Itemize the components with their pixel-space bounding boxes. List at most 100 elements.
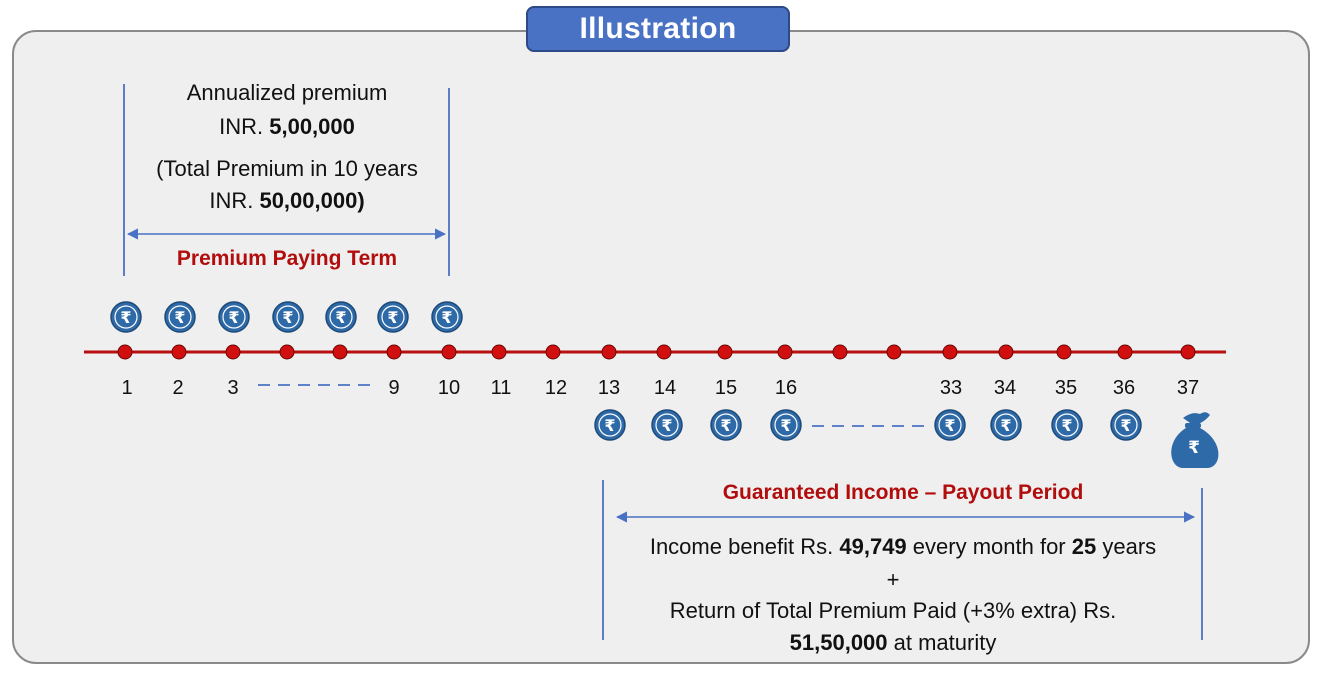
timeline-dot <box>386 344 402 360</box>
maturity-suffix: at maturity <box>887 630 997 655</box>
total-premium-currency-prefix: INR. <box>209 188 260 213</box>
total-premium-label: (Total Premium in 10 years <box>156 156 418 181</box>
premium-paying-term-label: Premium Paying Term <box>176 247 398 270</box>
income-benefit-text: Income benefit Rs. 49,749 every month fo… <box>583 534 1223 560</box>
timeline-dot <box>886 344 902 360</box>
year-label: 15 <box>715 377 737 399</box>
year-label: 2 <box>172 377 183 399</box>
rupee-coin-icon: ₹ <box>1110 409 1142 441</box>
rupee-coin-symbol: ₹ <box>604 416 615 435</box>
rupee-coin-icon: ₹ <box>164 301 196 333</box>
timeline-dot <box>656 344 672 360</box>
maturity-amount-text: 51,50,000 at maturity <box>583 630 1203 656</box>
return-of-premium-text: Return of Total Premium Paid (+3% extra)… <box>669 598 1117 623</box>
rupee-coin-ring <box>276 305 300 329</box>
rupee-coin-ring <box>222 305 246 329</box>
timeline-dot <box>441 344 457 360</box>
year-label: 9 <box>388 377 399 399</box>
year-label: 12 <box>545 377 567 399</box>
year-label: 14 <box>654 377 676 399</box>
year-label: 10 <box>438 377 460 399</box>
annualized-premium-amount: INR. 5,00,000 <box>124 114 450 140</box>
income-benefit-suffix: years <box>1096 534 1157 559</box>
rupee-coin-symbol: ₹ <box>780 416 791 435</box>
annualized-premium-label: Annualized premium <box>186 80 388 105</box>
rupee-coin-icon: ₹ <box>110 301 142 333</box>
rupee-coin-icon: ₹ <box>990 409 1022 441</box>
rupee-coin-ring <box>1055 413 1079 437</box>
year-label: 1 <box>121 377 132 399</box>
year-label: 16 <box>775 377 797 399</box>
money-bag-icon: ₹ <box>1171 412 1219 468</box>
rupee-coin-ring <box>598 413 622 437</box>
rupee-coin-symbol: ₹ <box>944 416 955 435</box>
timeline-dot <box>777 344 793 360</box>
plus-sign: + <box>886 567 900 592</box>
rupee-coin-symbol: ₹ <box>720 416 731 435</box>
rupee-coin-icon: ₹ <box>594 409 626 441</box>
income-benefit-amount: 49,749 <box>839 534 907 559</box>
rupee-coin-symbol: ₹ <box>282 308 293 327</box>
rupee-coin-ring <box>435 305 459 329</box>
year-label: 11 <box>491 377 512 399</box>
timeline-dot <box>1117 344 1133 360</box>
rupee-coin-ring <box>655 413 679 437</box>
rupee-coin-symbol: ₹ <box>1061 416 1072 435</box>
rupee-coin-icon: ₹ <box>651 409 683 441</box>
income-benefit-years: 25 <box>1071 534 1097 559</box>
rupee-coin-ring <box>994 413 1018 437</box>
rupee-coin-ring <box>938 413 962 437</box>
rupee-coin-ring <box>329 305 353 329</box>
timeline-dot <box>279 344 295 360</box>
rupee-coin-ring <box>168 305 192 329</box>
timeline-dot <box>117 344 133 360</box>
rupee-coin-ring <box>774 413 798 437</box>
timeline-dot <box>832 344 848 360</box>
rupee-coin-symbol: ₹ <box>120 308 131 327</box>
rupee-coin-ring <box>714 413 738 437</box>
rupee-coin-symbol: ₹ <box>228 308 239 327</box>
timeline-dot <box>1180 344 1196 360</box>
timeline-dot <box>717 344 733 360</box>
rupee-coin-symbol: ₹ <box>1120 416 1131 435</box>
timeline-dot <box>545 344 561 360</box>
rupee-coin-icon: ₹ <box>770 409 802 441</box>
timeline-dot <box>1056 344 1072 360</box>
year-label: 35 <box>1055 377 1077 399</box>
year-label: 3 <box>227 377 238 399</box>
rupee-coin-icon: ₹ <box>710 409 742 441</box>
premium-amount-value: 5,00,000 <box>269 114 355 139</box>
rupee-coin-symbol: ₹ <box>387 308 398 327</box>
maturity-amount-value: 51,50,000 <box>789 630 888 655</box>
timeline-dot <box>998 344 1014 360</box>
rupee-coin-ring <box>114 305 138 329</box>
rupee-coin-symbol: ₹ <box>661 416 672 435</box>
timeline-dot <box>942 344 958 360</box>
rupee-coin-icon: ₹ <box>431 301 463 333</box>
premium-currency-prefix: INR. <box>219 114 270 139</box>
timeline-dot <box>491 344 507 360</box>
payout-period-heading: Guaranteed Income – Payout Period <box>722 481 1084 504</box>
timeline-dot <box>225 344 241 360</box>
rupee-coin-ring <box>381 305 405 329</box>
money-bag-rupee-symbol: ₹ <box>1188 438 1200 458</box>
timeline-dot <box>601 344 617 360</box>
year-label: 34 <box>994 377 1016 399</box>
year-label: 13 <box>598 377 620 399</box>
year-label: 36 <box>1113 377 1135 399</box>
rupee-coin-icon: ₹ <box>218 301 250 333</box>
rupee-coin-icon: ₹ <box>325 301 357 333</box>
rupee-coin-icon: ₹ <box>934 409 966 441</box>
timeline-dot <box>332 344 348 360</box>
rupee-coin-symbol: ₹ <box>174 308 185 327</box>
rupee-coin-icon: ₹ <box>377 301 409 333</box>
rupee-coin-symbol: ₹ <box>1000 416 1011 435</box>
income-benefit-mid: every month for <box>906 534 1072 559</box>
total-premium-value: 50,00,000) <box>259 188 365 213</box>
timeline-dot <box>171 344 187 360</box>
total-premium-amount: INR. 50,00,000) <box>124 188 450 214</box>
year-label: 33 <box>940 377 962 399</box>
year-label: 37 <box>1177 377 1199 399</box>
